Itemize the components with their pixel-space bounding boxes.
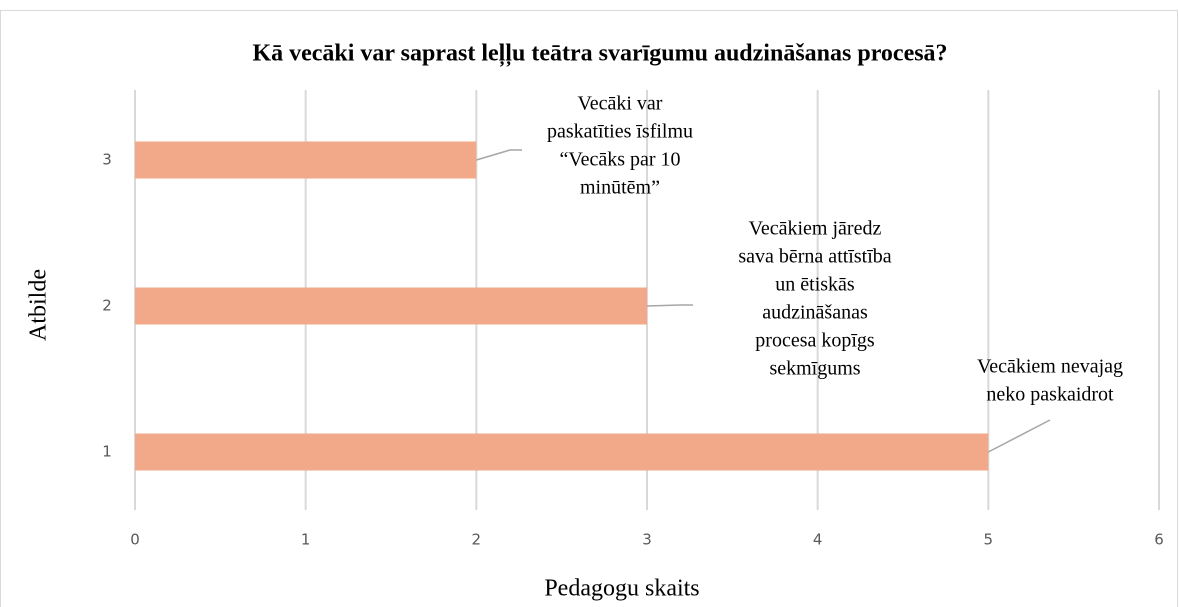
x-tick-label: 4 <box>813 531 823 549</box>
bar <box>135 141 477 179</box>
bar <box>135 433 989 471</box>
annotation: minūtēm” <box>580 177 660 199</box>
x-tick-label: 6 <box>1154 531 1164 549</box>
leader-line <box>646 304 693 307</box>
x-tick-label: 1 <box>301 531 311 549</box>
y-tick-label: 2 <box>102 297 112 315</box>
leader-line <box>987 419 1051 453</box>
x-tick-label: 0 <box>130 531 140 549</box>
y-tick-label: 1 <box>102 443 112 461</box>
bar <box>135 287 647 325</box>
annotation: audzināšanas <box>762 302 868 324</box>
annotation: paskatīties īsfilmu <box>547 121 693 143</box>
annotation: Vecākiem nevajag <box>977 356 1123 378</box>
chart-title: Kā vecāki var saprast leļļu teātra svarī… <box>252 41 947 68</box>
leader-line <box>476 149 522 161</box>
annotation: “Vecāks par 10 <box>559 149 680 171</box>
annotation: Vecāki var <box>578 93 663 115</box>
y-axis-label: Atbilde <box>26 269 52 341</box>
annotation: procesa kopīgs <box>755 330 875 352</box>
annotation: neko paskaidrot <box>986 384 1114 406</box>
annotation: Vecākiem jāredz <box>749 218 882 240</box>
annotation: un ētiskās <box>775 274 855 296</box>
x-tick-label: 5 <box>984 531 994 549</box>
x-tick-label: 3 <box>642 531 652 549</box>
y-tick-label: 3 <box>102 151 112 169</box>
x-tick-label: 2 <box>472 531 482 549</box>
x-axis-label: Pedagogu skaits <box>544 576 699 602</box>
annotation: sekmīgums <box>769 358 860 380</box>
annotation: sava bērna attīstība <box>738 246 891 268</box>
